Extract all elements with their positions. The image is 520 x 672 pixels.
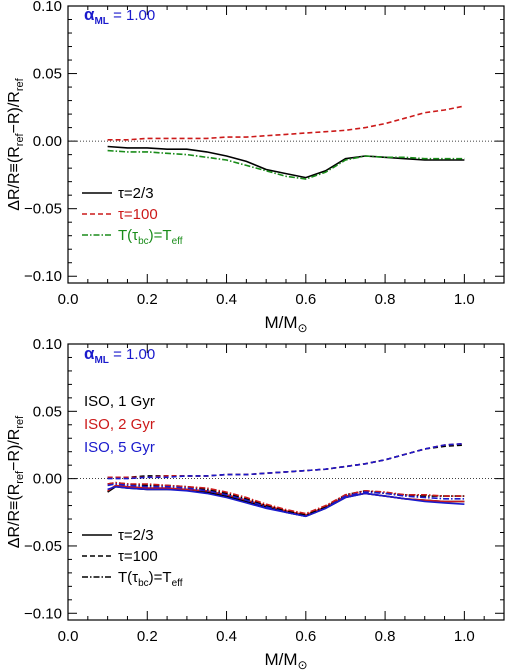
x-tick-label: 1.0 (454, 628, 475, 645)
alpha-ml-annotation: αML = 1.00 (84, 344, 155, 366)
series-line (107, 145, 465, 179)
x-tick-label: 0.4 (216, 628, 237, 645)
x-tick-label: 0.6 (295, 291, 316, 308)
y-tick-label: −0.05 (24, 538, 62, 555)
y-tick-label: −0.10 (24, 605, 62, 622)
legend-entry-label: T(τbc)=Teff (118, 227, 183, 247)
x-tick-label: 0.0 (58, 628, 79, 645)
series-line (107, 481, 465, 515)
y-tick-label: 0.10 (33, 336, 62, 353)
chart-panel-1: 0.0 0.2 0.4 0.6 0.8 1.0 −0.10 −0.05 0.00 0.05 0.10… (6, 0, 505, 335)
iso-legend-entry: ISO, 2 Gyr (84, 416, 155, 433)
x-axis-label: M/M⊙ (264, 313, 307, 335)
x-tick-label: 1.0 (454, 291, 475, 308)
y-axis-label: ΔR/R≡(Rref−R)/Rref (6, 77, 26, 210)
series-line (107, 149, 465, 180)
series-line (107, 442, 465, 480)
y-tick-label: 0.00 (33, 133, 62, 150)
x-tick-label: 0.2 (137, 628, 158, 645)
legend-entry-label: τ=2/3 (118, 527, 154, 544)
series-line (107, 483, 465, 518)
y-tick-label: 0.10 (33, 0, 62, 15)
y-tick-label: −0.10 (24, 268, 62, 285)
legend-entry-label: τ=100 (118, 548, 158, 565)
legend-entry-label: τ=100 (118, 206, 158, 223)
y-tick-label: −0.05 (24, 201, 62, 218)
alpha-ml-annotation: αML = 1.00 (84, 5, 155, 27)
series-line (107, 105, 465, 141)
x-tick-label: 0.0 (58, 291, 79, 308)
chart-panel-2: 0.0 0.2 0.4 0.6 0.8 1.0 −0.10 −0.05 0.00 0.05 0.10… (6, 336, 505, 672)
x-tick-label: 0.8 (375, 291, 396, 308)
x-axis-label: M/M⊙ (264, 650, 307, 672)
x-tick-label: 0.8 (375, 628, 396, 645)
y-tick-label: 0.00 (33, 471, 62, 488)
iso-legend-entry: ISO, 1 Gyr (84, 393, 155, 410)
x-tick-label: 0.2 (137, 291, 158, 308)
x-tick-label: 0.4 (216, 291, 237, 308)
x-tick-label: 0.6 (295, 628, 316, 645)
series-line (107, 485, 465, 518)
legend-entry-label: τ=2/3 (118, 185, 154, 202)
legend-entry-label: T(τbc)=Teff (118, 569, 183, 589)
y-axis-label: ΔR/R≡(Rref−R)/Rref (6, 415, 26, 548)
iso-legend-entry: ISO, 5 Gyr (84, 439, 155, 456)
y-tick-label: 0.05 (33, 66, 62, 83)
y-tick-label: 0.05 (33, 403, 62, 420)
